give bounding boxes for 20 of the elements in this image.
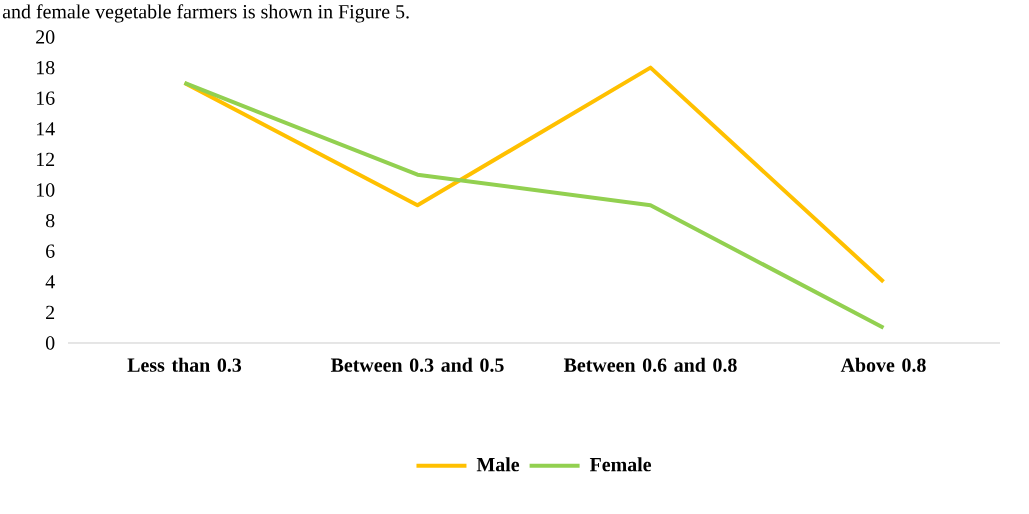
y-tick-label: 16 [36, 91, 55, 105]
y-tick-label: 20 [36, 30, 55, 44]
line-series [182, 65, 886, 284]
legend-label: Male [476, 457, 520, 472]
y-tick-label: 18 [36, 60, 55, 75]
text: and female vegetable farmers is shown in Figure 5. [2, 4, 409, 23]
y-tick-label: 2 [46, 305, 55, 319]
y-tick-label: 14 [36, 122, 55, 136]
x-tick-label: Between 0.6 and 0.8 [563, 357, 737, 372]
y-tick-label: 6 [46, 244, 55, 258]
y-tick-label: 4 [45, 275, 55, 289]
x-tick-label: Less than 0.3 [127, 357, 242, 372]
legend-label: Female [589, 457, 652, 472]
y-tick-label: 12 [36, 152, 55, 166]
y-tick-label: 8 [45, 213, 55, 228]
y-tick-label: 0 [45, 336, 55, 350]
x-tick-label: Above 0.8 [840, 357, 926, 372]
line-series [182, 80, 886, 330]
y-tick-label: 10 [36, 183, 55, 197]
x-tick-label: Between 0.3 and 0.5 [330, 357, 504, 372]
